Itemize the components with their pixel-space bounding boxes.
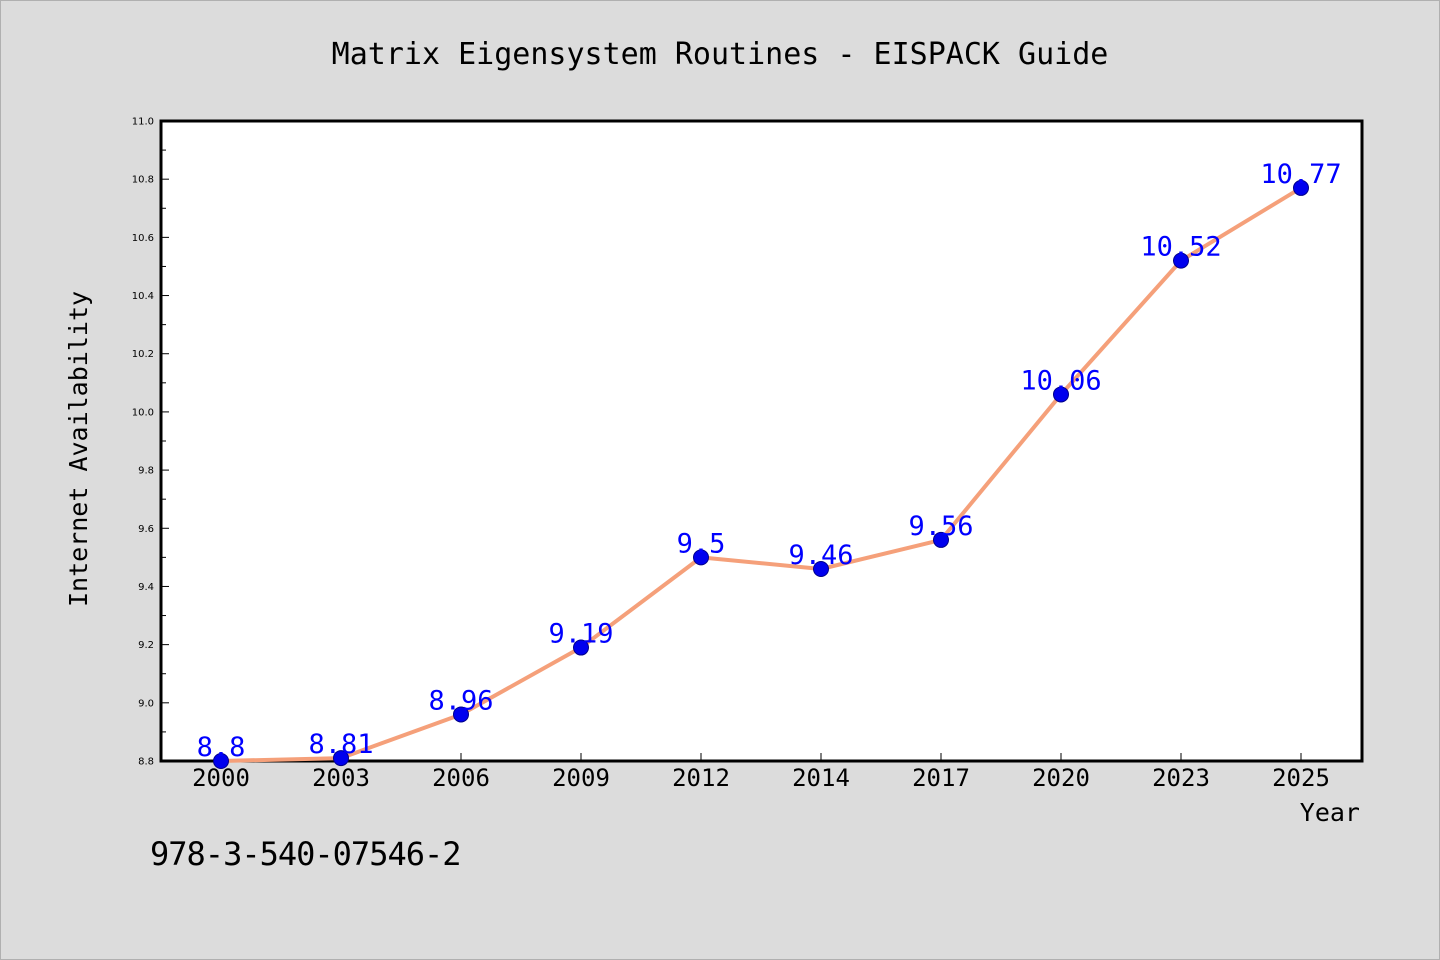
data-label: 8.8 (197, 732, 246, 763)
data-point (1053, 386, 1069, 403)
data-label: 8.81 (308, 729, 373, 760)
y-tick-label: 10.0 (132, 407, 154, 418)
data-point (333, 750, 349, 767)
data-point (1293, 179, 1309, 196)
y-tick-label: 11.0 (132, 117, 154, 128)
data-point (453, 706, 469, 723)
x-tick-label: 2009 (552, 764, 610, 792)
data-label: 10.52 (1140, 232, 1221, 263)
y-tick-label: 10.2 (132, 349, 154, 360)
y-tick-label: 10.8 (132, 175, 154, 186)
y-tick-label: 10.4 (132, 291, 154, 302)
y-tick-label: 9.4 (138, 582, 154, 593)
x-tick-label: 2006 (432, 764, 490, 792)
y-tick-label: 9.2 (138, 640, 154, 651)
data-point (693, 549, 709, 566)
chart-title: Matrix Eigensystem Routines - EISPACK Gu… (332, 37, 1109, 72)
data-label: 9.19 (548, 619, 613, 650)
x-axis-label: Year (1300, 798, 1360, 827)
series-line (219, 185, 1303, 763)
x-tick-label: 2014 (792, 764, 850, 792)
x-tick-label: 2003 (312, 764, 370, 792)
y-tick-label: 10.6 (132, 233, 154, 244)
data-label: 9.5 (677, 528, 726, 559)
x-tick-label: 2023 (1152, 764, 1210, 792)
data-point (813, 561, 829, 577)
data-label: 10.77 (1260, 159, 1341, 190)
x-tick-label: 2020 (1032, 764, 1090, 792)
data-label: 9.56 (908, 511, 973, 542)
y-tick-label: 9.6 (138, 524, 154, 535)
x-axis: 2000 2003 2006 2009 2012 2014 2017 2020 2023 2025 (192, 753, 1330, 792)
data-label: 9.46 (788, 540, 853, 571)
x-tick-label: 2017 (912, 764, 970, 792)
y-tick-label: 9.8 (138, 466, 154, 477)
y-tick-label: 9.0 (138, 698, 154, 709)
x-tick-label: 2012 (672, 764, 730, 792)
data-point (933, 531, 949, 548)
data-point (213, 753, 229, 769)
plot-area (159, 119, 1364, 763)
series-internet-availability: 8.8 8.81 8.96 9.19 9.5 9.46 9.56 10.06 10.52 10.7… (197, 159, 1342, 769)
y-axis: 8.8 9.0 9.2 9.4 9.6 9.8 10.0 10.2 10.4 10.6 10.8 11… (132, 117, 169, 768)
data-point (1173, 252, 1189, 269)
data-label: 10.06 (1020, 365, 1101, 396)
y-tick-label: 8.8 (138, 757, 154, 768)
data-label: 8.96 (428, 685, 493, 716)
x-tick-label: 2025 (1272, 764, 1330, 792)
data-point (573, 639, 589, 656)
y-axis-label: Internet Availability (64, 291, 93, 607)
isbn-text: 978-3-540-07546-2 (150, 835, 462, 873)
